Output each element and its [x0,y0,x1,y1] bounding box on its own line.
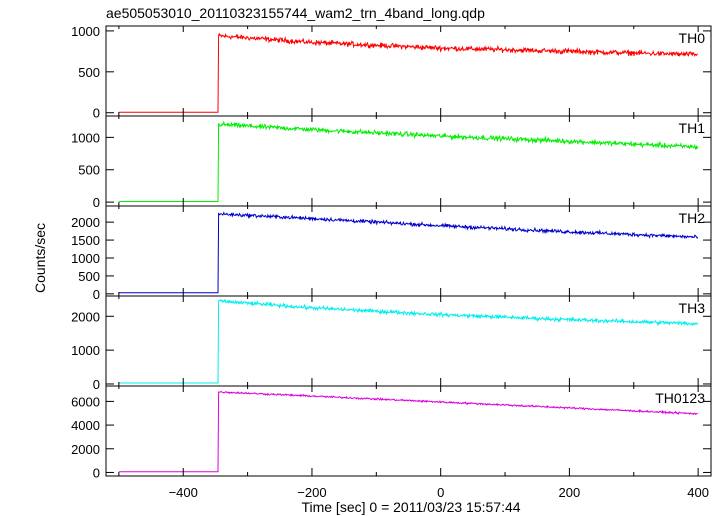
light-curve-th0 [118,32,699,113]
panels-group: TH0 0 500 1000 TH1 0 500 1000 TH2 0 500 1000 1500 200… [71,24,712,500]
y-tick-label: 0 [93,465,100,480]
x-tick-label: 200 [559,485,581,500]
y-tick-label: 0 [93,287,100,302]
light-curve-th3 [118,299,699,384]
panel-label-th0123: TH0123 [655,390,705,406]
y-tick-label: 2000 [71,309,100,324]
panel-frame-th1 [105,115,712,207]
y-tick-label: 0 [93,377,100,392]
light-curve-th2 [118,211,699,294]
panel-label-th3: TH3 [679,300,706,316]
y-tick-label: 6000 [71,394,100,409]
y-tick-label: 1500 [71,233,100,248]
y-tick-label: 0 [93,106,100,121]
y-tick-label: 500 [78,269,100,284]
panel-label-th2: TH2 [679,210,706,226]
panel-frame-th2 [105,205,712,297]
x-tick-label: −400 [169,485,198,500]
panel-frame-th0123 [105,385,712,477]
y-tick-label: 2000 [71,215,100,230]
y-tick-label: 4000 [71,418,100,433]
y-tick-label: 500 [78,65,100,80]
y-tick-label: 1000 [71,251,100,266]
panel-label-th1: TH1 [679,120,706,136]
y-axis-label: Counts/sec [32,223,48,293]
x-tick-label: 0 [437,485,444,500]
panel-frame-th3 [105,295,712,387]
y-tick-label: 1000 [71,343,100,358]
panel-frame-th0 [105,25,712,117]
y-tick-label: 2000 [71,442,100,457]
y-tick-label: 0 [93,195,100,210]
y-tick-label: 1000 [71,130,100,145]
light-curve-th0123 [118,390,698,473]
x-tick-label: −200 [297,485,326,500]
y-tick-label: 500 [78,163,100,178]
y-tick-label: 1000 [71,24,100,39]
light-curve-th1 [118,120,699,202]
x-tick-label: 400 [687,485,709,500]
chart-title: ae505053010_20110323155744_wam2_trn_4ban… [106,5,485,21]
x-axis-label: Time [sec] 0 = 2011/03/23 15:57:44 [301,499,520,515]
panel-label-th0: TH0 [679,30,706,46]
